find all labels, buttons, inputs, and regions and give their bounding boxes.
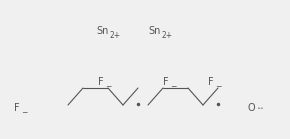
Text: F: F: [98, 77, 104, 87]
Text: 2+: 2+: [110, 31, 121, 40]
Text: −: −: [215, 82, 221, 91]
Text: Sn: Sn: [96, 26, 108, 36]
Text: ˆˆ: ˆˆ: [256, 108, 264, 117]
Text: O: O: [248, 103, 255, 113]
Text: 2+: 2+: [162, 31, 173, 40]
Text: F: F: [208, 77, 214, 87]
Text: −: −: [105, 82, 111, 91]
Text: −: −: [21, 108, 27, 117]
Text: F: F: [163, 77, 168, 87]
Text: F: F: [14, 103, 20, 113]
Text: Sn: Sn: [148, 26, 160, 36]
Text: −: −: [170, 82, 176, 91]
